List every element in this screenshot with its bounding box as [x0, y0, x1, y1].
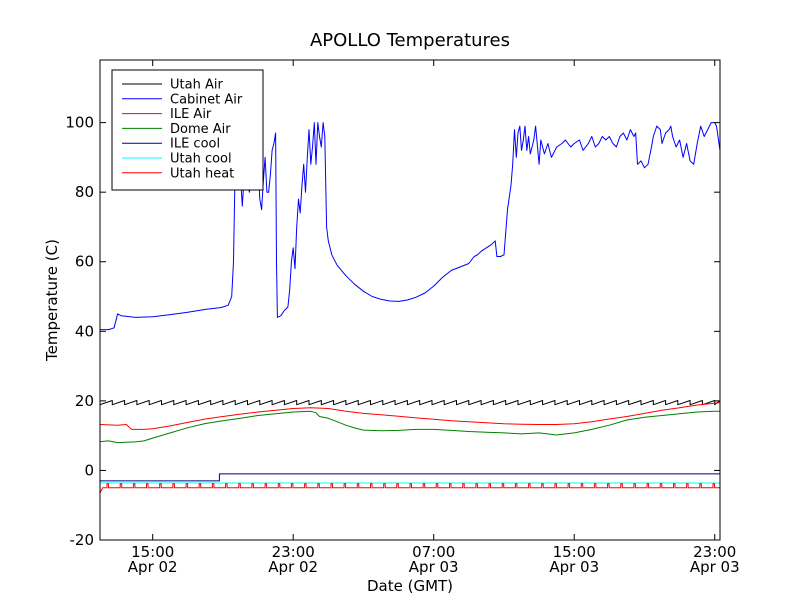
series-line-utah-air: [100, 400, 720, 406]
legend-label-utah-air: Utah Air: [170, 78, 223, 93]
legend-label-utah-heat: Utah heat: [170, 166, 234, 181]
series-line-ile-air: [100, 402, 720, 430]
series-line-dome-air: [100, 410, 720, 444]
x-tick-label-time: 15:00: [553, 543, 596, 561]
x-tick-label-date: Apr 03: [549, 558, 599, 576]
y-tick-label: 20: [75, 392, 94, 410]
x-tick-label-time: 23:00: [272, 543, 315, 561]
x-tick-label-time: 07:00: [412, 543, 455, 561]
x-axis-label: Date (GMT): [367, 577, 453, 595]
x-tick-label-date: Apr 02: [268, 558, 318, 576]
legend-label-utah-cool: Utah cool: [170, 152, 232, 167]
y-axis-label: Temperature (C): [43, 239, 61, 362]
chart-title: APOLLO Temperatures: [310, 30, 510, 51]
legend-label-ile-cool: ILE cool: [170, 137, 220, 152]
y-tick-label: 100: [65, 114, 94, 132]
y-tick-label: 80: [75, 183, 94, 201]
x-tick-label-date: Apr 03: [409, 558, 459, 576]
x-tick-label-time: 15:00: [131, 543, 174, 561]
y-tick-label: -20: [70, 531, 95, 549]
legend-label-dome-air: Dome Air: [170, 122, 231, 137]
y-tick-label: 0: [84, 461, 94, 479]
legend-label-ile-air: ILE Air: [170, 107, 212, 122]
x-tick-label-date: Apr 02: [128, 558, 178, 576]
y-tick-label: 60: [75, 253, 94, 271]
x-tick-label-date: Apr 03: [690, 558, 740, 576]
series-line-utah-heat: [100, 483, 720, 494]
plot-frame: [99, 59, 721, 541]
legend-label-cabinet-air: Cabinet Air: [170, 92, 243, 107]
legend-box: [111, 69, 264, 191]
series-line-cabinet-air: [100, 122, 720, 331]
series-line-ile-cool: [100, 473, 720, 482]
y-tick-label: 40: [75, 322, 94, 340]
x-tick-label-time: 23:00: [693, 543, 736, 561]
series-layer: [100, 122, 720, 494]
